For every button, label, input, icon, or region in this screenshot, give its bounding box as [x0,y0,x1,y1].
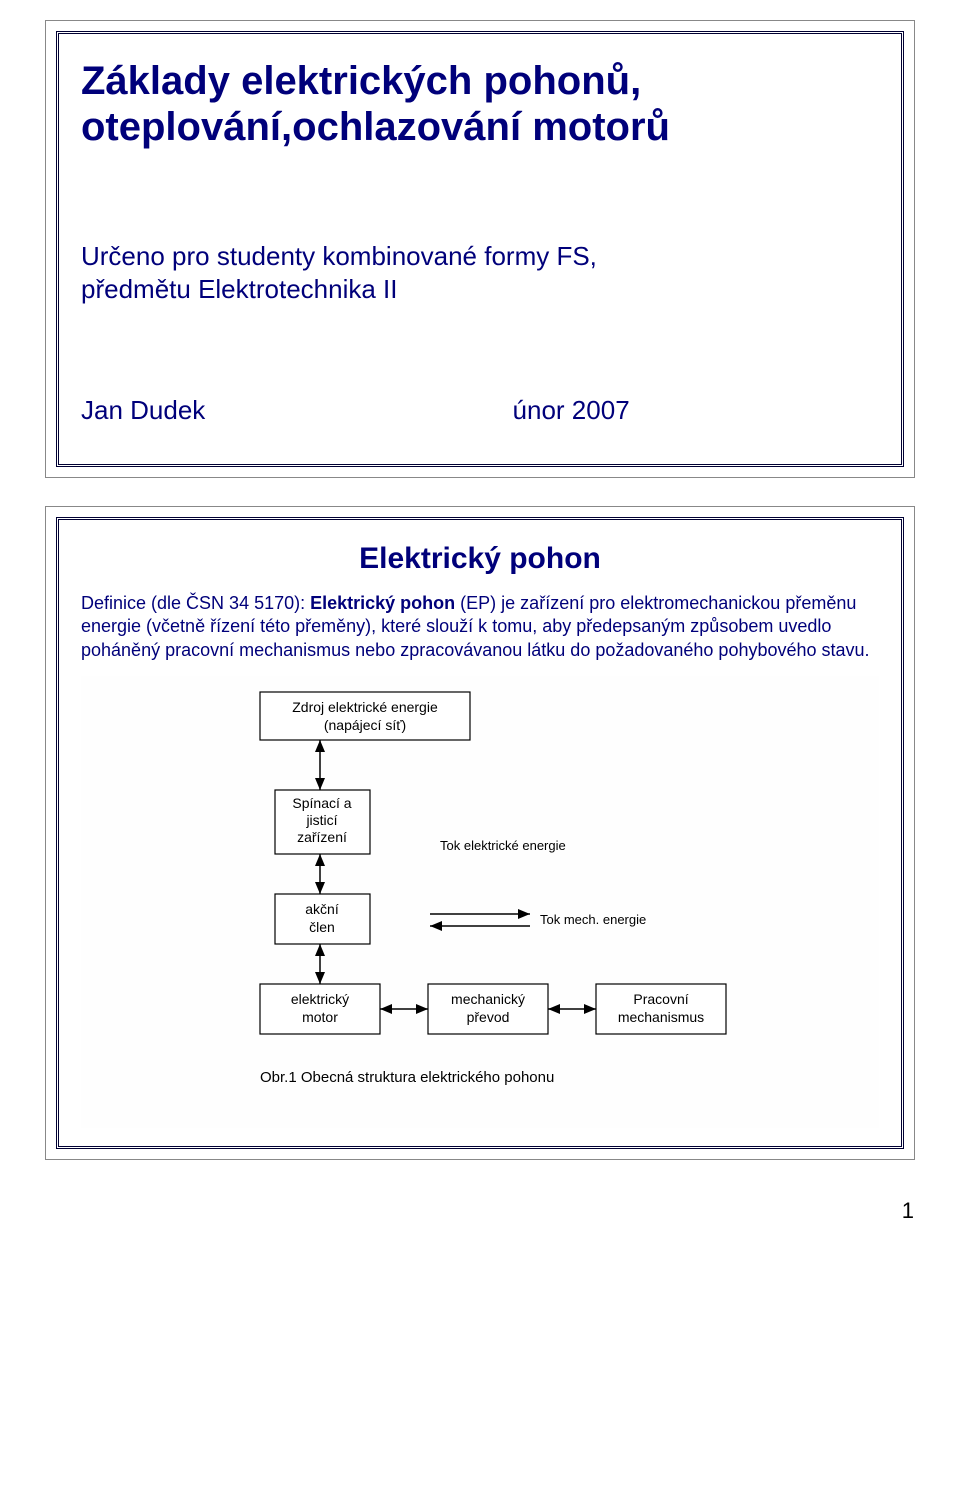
page-number: 1 [0,1188,960,1224]
d-box2-l2: jisticí [305,812,337,828]
slide-2-heading: Elektrický pohon [81,542,879,576]
d-box4-l2: motor [302,1009,338,1025]
d-box5-l2: převod [467,1009,510,1025]
d-box6-l2: mechanismus [618,1009,704,1025]
d-box6-l1: Pracovní [633,991,688,1007]
d-flow1: Tok elektrické energie [440,838,566,853]
slide-2-inner: Elektrický pohon Definice (dle ČSN 34 51… [56,517,904,1149]
subtitle-line-2: předmětu Elektrotechnika II [81,273,879,306]
d-box2-l1: Spínací a [292,795,351,811]
d-box1-l1: Zdroj elektrické energie [292,699,438,715]
slide-1-subtitle: Určeno pro studenty kombinované formy FS… [81,240,879,305]
title-line-2: oteplování,ochlazování motorů [81,104,879,150]
author-name: Jan Dudek [81,395,205,426]
def-bold: Elektrický pohon [310,593,455,613]
d-box1-l2: (napájecí síť) [324,717,406,733]
slide-2: Elektrický pohon Definice (dle ČSN 34 51… [45,506,915,1160]
d-flow2: Tok mech. energie [540,912,646,927]
d-box5-l1: mechanický [451,991,525,1007]
d-box3-l2: člen [309,919,335,935]
slide-1: Základy elektrických pohonů, oteplování,… [45,20,915,478]
slide-1-inner: Základy elektrických pohonů, oteplování,… [56,31,904,467]
structure-diagram: Zdroj elektrické energie (napájecí síť) … [220,682,740,1122]
diagram-caption: Obr.1 Obecná struktura elektrického poho… [260,1069,554,1086]
subtitle-line-1: Určeno pro studenty kombinované formy FS… [81,240,879,273]
diagram-container: Zdroj elektrické energie (napájecí síť) … [81,676,879,1128]
slide-2-definition: Definice (dle ČSN 34 5170): Elektrický p… [81,592,879,662]
d-box3-l1: akční [305,901,339,917]
title-line-1: Základy elektrických pohonů, [81,58,879,104]
d-box4-l1: elektrický [291,991,349,1007]
slide-1-title: Základy elektrických pohonů, oteplování,… [81,58,879,150]
def-prefix: Definice (dle ČSN 34 5170): [81,593,310,613]
d-box2-l3: zařízení [297,829,347,845]
author-date: únor 2007 [513,395,630,426]
slide-1-author-row: Jan Dudek únor 2007 [81,395,879,426]
